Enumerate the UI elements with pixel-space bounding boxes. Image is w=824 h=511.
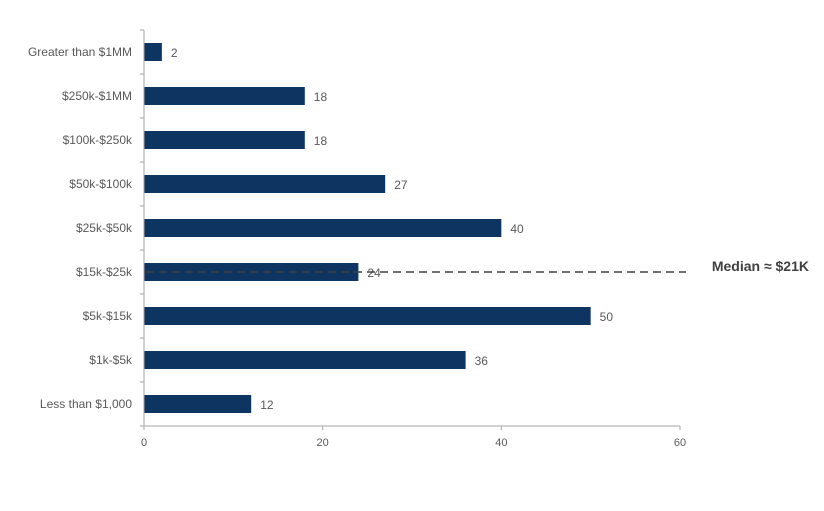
- axes: [140, 29, 681, 430]
- category-label-100k-250k: $100k-$250k: [63, 133, 133, 147]
- category-label-1k-5k: $1k-$5k: [89, 353, 133, 367]
- value-label-less-than-1-000: 12: [260, 398, 274, 412]
- value-label-5k-15k: 50: [600, 310, 614, 324]
- value-label-250k-1mm: 18: [314, 90, 328, 104]
- category-label-less-than-1-000: Less than $1,000: [40, 397, 132, 411]
- value-labels: 2 18 18 27 40 24 50 36 12: [171, 46, 613, 412]
- x-tick-label-60: 60: [674, 437, 686, 449]
- value-label-15k-25k: 24: [367, 266, 381, 280]
- category-label-15k-25k: $15k-$25k: [76, 265, 133, 279]
- bar-50k-100k: [144, 175, 386, 193]
- value-label-greater-than-1mm: 2: [171, 46, 178, 60]
- median-label: Median ≈ $21K: [712, 258, 809, 274]
- bar-100k-250k: [144, 131, 305, 149]
- bar-25k-50k: [144, 219, 502, 237]
- x-axis-ticks: 0 20 40 60: [141, 437, 686, 449]
- x-tick-label-0: 0: [141, 437, 147, 449]
- bar-1k-5k: [144, 351, 466, 369]
- category-label-250k-1mm: $250k-$1MM: [62, 89, 132, 103]
- category-label-50k-100k: $50k-$100k: [69, 177, 133, 191]
- category-labels: Greater than $1MM $250k-$1MM $100k-$250k $5…: [28, 45, 133, 411]
- median-annotation: Median ≈ $21K: [146, 258, 809, 274]
- category-label-greater-than-1mm: Greater than $1MM: [28, 45, 132, 59]
- value-label-50k-100k: 27: [394, 178, 408, 192]
- value-label-25k-50k: 40: [510, 222, 524, 236]
- value-label-100k-250k: 18: [314, 134, 328, 148]
- bar-250k-1mm: [144, 87, 305, 105]
- bar-5k-15k: [144, 307, 591, 325]
- bars-group: [144, 43, 591, 413]
- category-label-5k-15k: $5k-$15k: [83, 309, 133, 323]
- bar-less-than-1-000: [144, 395, 252, 413]
- bar-greater-than-1mm: [144, 43, 162, 61]
- category-label-25k-50k: $25k-$50k: [76, 221, 133, 235]
- x-tick-label-20: 20: [317, 437, 329, 449]
- value-label-1k-5k: 36: [475, 354, 489, 368]
- x-tick-label-40: 40: [495, 437, 507, 449]
